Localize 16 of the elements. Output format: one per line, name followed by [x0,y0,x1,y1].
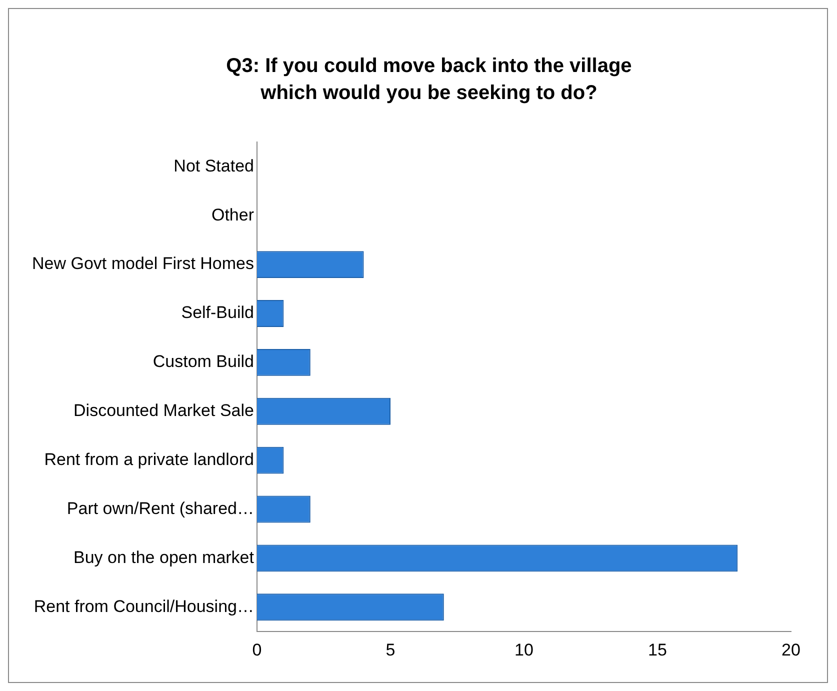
y-tick-label: Custom Build [152,352,254,372]
x-tick-label: 0 [252,640,262,660]
x-tick-label: 15 [648,640,667,660]
x-tick-label: 20 [782,640,800,660]
x-tick-label: 5 [386,640,396,660]
y-tick-label: Part own/Rent (shared… [66,498,254,518]
y-tick-label: Self-Build [181,303,254,322]
y-tick-label: Not Stated [174,156,254,176]
y-tick-label: New Govt model First Homes [32,254,254,274]
y-tick-label: Other [211,205,254,224]
x-tick-label: 10 [514,640,534,660]
y-tick-label: Discounted Market Sale [74,401,254,420]
chart-title: Q3: If you could move back into the village which would you be seeking to do? [225,54,633,106]
y-tick-label: Rent from Council/Housing… [34,596,254,616]
y-tick-label: Rent from a private landlord [44,450,254,469]
y-tick-label: Buy on the open market [73,548,254,567]
